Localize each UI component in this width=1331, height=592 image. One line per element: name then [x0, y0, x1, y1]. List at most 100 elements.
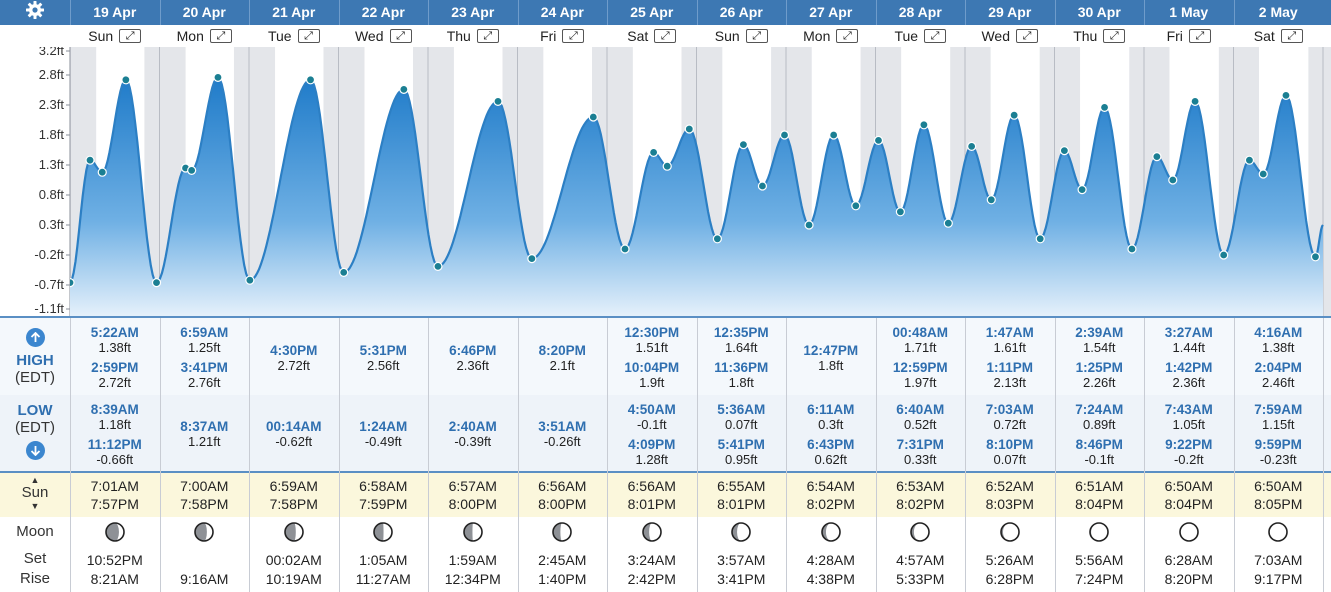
high-tide-height: 2.76ft [187, 375, 221, 390]
tide-extreme-point[interactable] [1310, 252, 1321, 262]
sunset-time: 7:58PM [269, 496, 318, 512]
tide-extreme-point[interactable] [1190, 96, 1200, 107]
tide-extreme-point[interactable] [620, 244, 630, 254]
expand-day-icon[interactable]: ⤢ [1188, 29, 1211, 43]
expand-day-icon[interactable]: ⤢ [1103, 29, 1126, 43]
y-tick-label: 2.3ft [39, 97, 65, 112]
expand-day-icon[interactable]: ⤢ [389, 29, 412, 43]
tide-extreme-point[interactable] [1168, 175, 1178, 185]
tide-extreme-point[interactable] [967, 141, 977, 152]
tide-extreme-point[interactable] [779, 130, 790, 140]
expand-day-icon[interactable]: ⤢ [562, 29, 585, 43]
y-tick-label: -1.1ft [34, 301, 64, 316]
date-label: 29 Apr [988, 4, 1032, 20]
tide-extreme-point[interactable] [245, 275, 255, 285]
tide-extreme-point[interactable] [187, 165, 197, 176]
tide-extreme-point[interactable] [121, 75, 131, 85]
high-tz-label: (EDT) [15, 369, 55, 386]
tide-extreme-point[interactable] [1244, 155, 1255, 165]
tide-extreme-point[interactable] [493, 96, 503, 107]
tide-extreme-point[interactable] [1281, 90, 1291, 101]
tide-extreme-point[interactable] [213, 72, 223, 82]
tide-extreme-point[interactable] [662, 161, 672, 171]
tide-extreme-point[interactable] [433, 261, 443, 271]
tide-extreme-point[interactable] [919, 120, 929, 130]
high-tide-height: 2.26ft [1082, 375, 1116, 390]
tide-extreme-point[interactable] [97, 167, 107, 177]
expand-day-icon[interactable]: ⤢ [209, 29, 232, 43]
low-tide-height: 0.07ft [993, 452, 1027, 467]
high-tide-time: 8:20PM [538, 343, 586, 358]
low-tide-time: 5:36AM [717, 402, 766, 417]
moonrise-time: 9:17PM [1254, 571, 1303, 587]
high-tide-height: 1.97ft [903, 375, 937, 390]
tide-extreme-point[interactable] [1152, 151, 1162, 162]
tide-extreme-point[interactable] [895, 207, 905, 217]
tide-extreme-point[interactable] [829, 130, 839, 140]
tide-extreme-point[interactable] [305, 75, 316, 85]
date-label: 24 Apr [540, 4, 584, 20]
high-tide-time: 2:39AM [1075, 325, 1124, 340]
weekday-label: Sat [1253, 28, 1275, 44]
expand-day-icon[interactable]: ⤢ [745, 29, 768, 43]
low-tide-height: 1.18ft [98, 417, 132, 432]
tide-extreme-point[interactable] [399, 84, 409, 95]
tide-extreme-point[interactable] [1059, 145, 1069, 156]
low-tide-time: 9:22PM [1165, 437, 1213, 452]
tide-extreme-point[interactable] [712, 234, 722, 244]
day-header: Sat ⤢ [607, 25, 697, 47]
weekday-label: Sat [627, 28, 649, 44]
tide-extreme-point[interactable] [873, 135, 884, 146]
moon-phase-icon [160, 521, 250, 548]
day-header: Mon ⤢ [160, 25, 250, 47]
expand-day-icon[interactable]: ⤢ [1016, 29, 1039, 43]
date-separator [607, 0, 608, 25]
tide-extreme-point[interactable] [738, 139, 749, 150]
high-tide-time: 1:42PM [1165, 360, 1213, 375]
tide-extreme-point[interactable] [527, 254, 537, 264]
moon-phase-icon [697, 521, 787, 548]
expand-day-icon[interactable]: ⤢ [836, 29, 859, 43]
tide-extreme-point[interactable] [943, 218, 953, 228]
expand-day-icon[interactable]: ⤢ [119, 29, 142, 43]
date-label: 25 Apr [630, 4, 674, 20]
moonset-time: 7:03AM [1254, 552, 1303, 568]
arrow-up-icon [25, 328, 45, 347]
tide-extreme-point[interactable] [1219, 250, 1229, 260]
column-separator [875, 318, 877, 592]
tide-extreme-point[interactable] [66, 278, 75, 288]
settings-button[interactable] [0, 0, 70, 25]
sunset-time: 7:58PM [180, 496, 229, 512]
column-separator [249, 318, 250, 592]
moonrise-time: 8:21AM [90, 571, 139, 587]
expand-day-icon[interactable]: ⤢ [924, 29, 947, 43]
expand-day-icon[interactable]: ⤢ [476, 29, 499, 43]
tide-extreme-point[interactable] [1035, 234, 1045, 244]
high-tide-time: 1:47AM [985, 325, 1034, 340]
day-header: Sun ⤢ [70, 25, 160, 47]
tide-extreme-point[interactable] [851, 201, 861, 211]
tide-extreme-point[interactable] [649, 147, 659, 158]
day-header: Sat ⤢ [1234, 25, 1324, 47]
tide-extreme-point[interactable] [757, 181, 768, 191]
expand-day-icon[interactable]: ⤢ [297, 29, 320, 43]
tide-extreme-point[interactable] [339, 267, 349, 277]
tide-extreme-point[interactable] [1099, 102, 1110, 113]
tide-extreme-point[interactable] [588, 112, 598, 122]
tide-extreme-point[interactable] [1009, 110, 1019, 120]
tide-extreme-point[interactable] [804, 220, 814, 230]
tide-extreme-point[interactable] [1258, 169, 1268, 179]
moonrise-time: 9:16AM [180, 571, 229, 587]
sunset-time: 8:01PM [717, 496, 766, 512]
expand-day-icon[interactable]: ⤢ [654, 29, 677, 43]
tide-extreme-point[interactable] [151, 278, 162, 288]
tide-extreme-point[interactable] [684, 124, 694, 134]
expand-day-icon[interactable]: ⤢ [1280, 29, 1303, 43]
tide-extreme-point[interactable] [85, 155, 95, 165]
weekday-label: Mon [176, 28, 204, 44]
low-tide-height: 1.28ft [635, 452, 669, 467]
tide-extreme-point[interactable] [1127, 244, 1137, 254]
tide-extreme-point[interactable] [986, 195, 996, 205]
moonset-time: 4:28AM [806, 552, 855, 568]
tide-extreme-point[interactable] [1077, 185, 1087, 195]
